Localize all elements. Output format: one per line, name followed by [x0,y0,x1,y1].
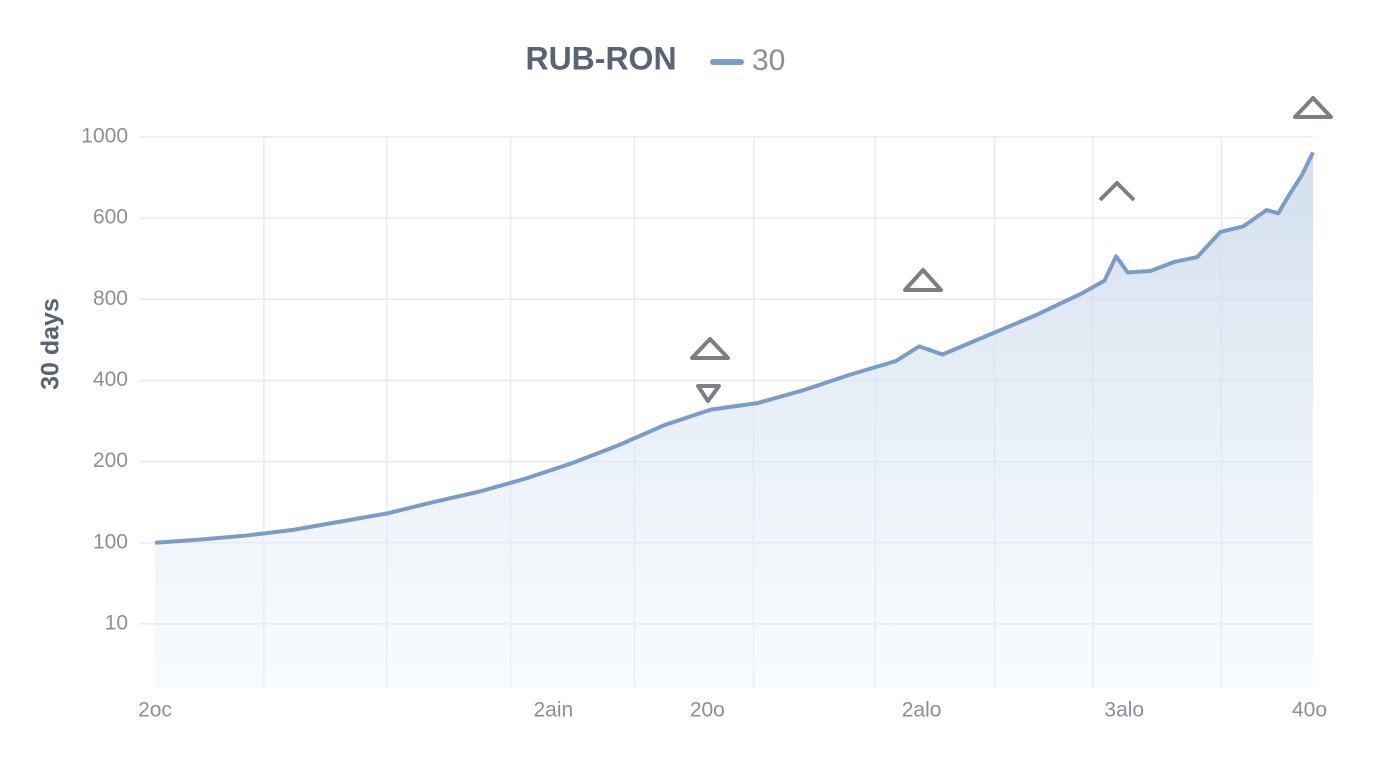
x-tick-label: 3alo [1104,699,1144,722]
y-tick-label: 100 [93,530,128,553]
area-fill [155,152,1313,688]
x-tick-label: 2alo [902,699,942,722]
plot: 1000 600 800 400 200 100 10 2oc 2ain 20o 2alo 3alo 4… [81,125,1327,722]
x-tick-label: 2ain [534,699,574,722]
y-tick-label: 600 [93,206,128,229]
triangle-marker [1293,96,1333,119]
y-axis-label: 30 days [37,298,65,390]
y-tick-label: 1000 [81,125,128,148]
y-tick-label: 200 [93,449,128,472]
line [154,151,1315,545]
y-tick-label: 800 [93,287,128,310]
caret-marker [1098,181,1136,202]
y-tick-label: 400 [93,368,128,391]
x-tick-label: 40o [1292,699,1327,722]
triangle-marker [903,268,943,292]
annotations [690,96,1333,403]
legend-label: 30 [752,44,785,77]
chart-title: RUB-RON [525,40,676,76]
y-tick-label: 10 [105,611,128,634]
x-tick-label: 2oc [138,699,172,722]
triangle-marker [690,337,730,360]
triangle-marker [696,384,721,403]
x-tick-label: 20o [690,699,725,722]
